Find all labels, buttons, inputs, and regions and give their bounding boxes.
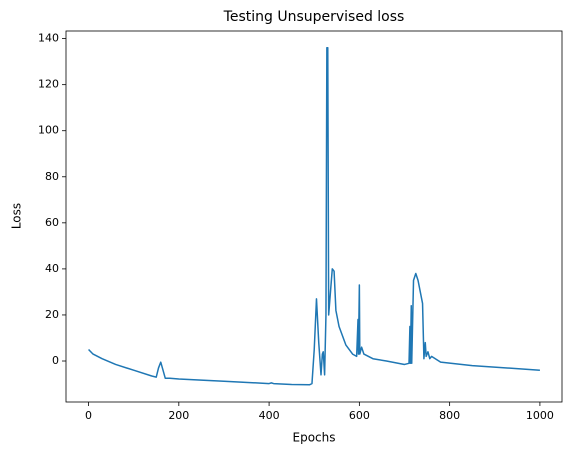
x-tick-label: 400: [259, 409, 280, 422]
x-tick-label: 800: [439, 409, 460, 422]
y-tick-label: 80: [45, 170, 59, 183]
data-line: [88, 47, 540, 386]
chart-title: Testing Unsupervised loss: [223, 9, 405, 25]
x-tick-label: 0: [85, 409, 92, 422]
x-tick-label: 1000: [526, 409, 554, 422]
y-tick-label: 0: [52, 354, 59, 367]
y-tick-label: 140: [38, 32, 59, 45]
y-tick-label: 120: [38, 78, 59, 91]
y-tick-label: 100: [38, 124, 59, 137]
x-tick-label: 200: [168, 409, 189, 422]
plot-frame: [65, 30, 563, 403]
y-tick-label: 40: [45, 262, 59, 275]
y-tick-label: 60: [45, 216, 59, 229]
x-tick-label: 600: [349, 409, 370, 422]
y-tick-label: 20: [45, 308, 59, 321]
y-axis-label: Loss: [10, 203, 24, 229]
x-axis-label: Epochs: [293, 431, 336, 445]
